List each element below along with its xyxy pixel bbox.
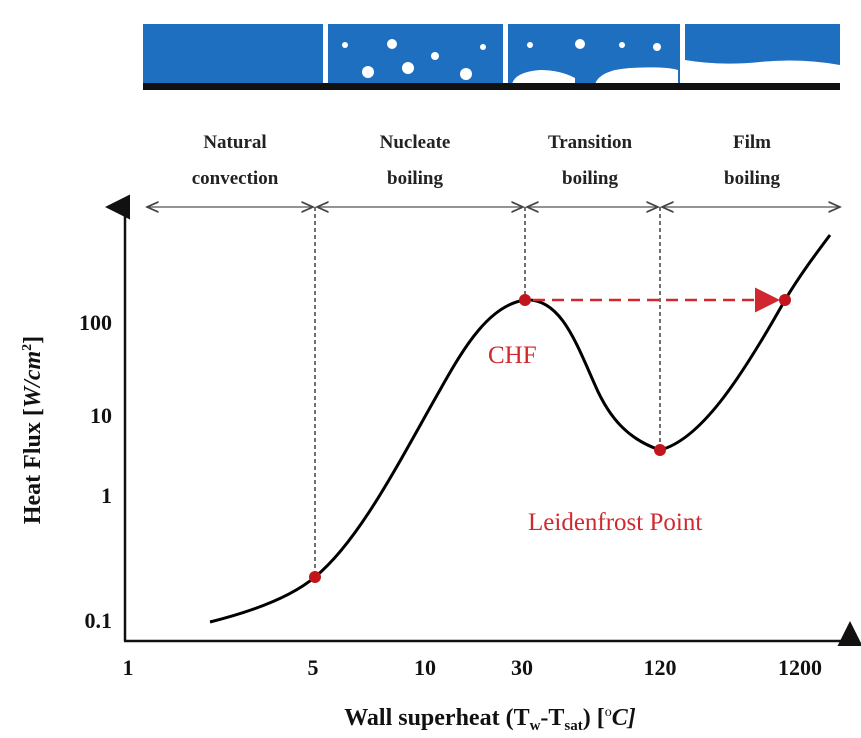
- chf-label: CHF: [488, 342, 537, 369]
- x-title-part: ) [: [583, 705, 605, 731]
- y-title-part: W/cm: [20, 351, 46, 408]
- x-tick-label: 5: [308, 655, 319, 680]
- leidenfrost-label: Leidenfrost Point: [528, 509, 702, 536]
- regime-label: Natural: [203, 132, 266, 153]
- x-tick-label: 10: [414, 655, 436, 680]
- regime-label: Transition: [548, 132, 633, 153]
- x-axis-title: Wall superheat (Tw-Tsat) [oC]: [344, 705, 636, 734]
- y-title-part: ]: [20, 336, 46, 344]
- x-title-part: -T: [540, 705, 564, 731]
- y-tick-label: 1: [101, 483, 112, 508]
- regime-boundaries: [314, 207, 661, 577]
- x-tick-label: 120: [644, 655, 677, 680]
- key-points: [309, 294, 791, 583]
- x-tick-label: 1: [123, 655, 134, 680]
- regime-label: convection: [192, 168, 279, 189]
- x-tick-label: 1200: [778, 655, 822, 680]
- x-title-sub: w: [530, 718, 541, 734]
- regime-label: Film: [733, 132, 771, 153]
- x-title-part: Wall superheat (T: [344, 705, 529, 731]
- y-tick-label: 0.1: [85, 608, 113, 633]
- y-title-sup: 2: [20, 344, 35, 351]
- y-tick-label: 100: [79, 310, 112, 335]
- regime-label: boiling: [387, 168, 443, 189]
- y-tick-label: 10: [90, 403, 112, 428]
- x-title-sub: sat: [564, 718, 582, 734]
- x-tick-label: 30: [511, 655, 533, 680]
- x-title-sup: o: [605, 705, 612, 720]
- y-axis-title: Heat Flux [W/cm2]: [20, 336, 46, 524]
- y-title-part: Heat Flux [: [20, 408, 46, 524]
- regime-label: boiling: [562, 168, 618, 189]
- regime-label: Nucleate: [380, 132, 451, 153]
- regime-label: boiling: [724, 168, 780, 189]
- boiling-curve-line: [209, 234, 832, 624]
- axes: [105, 194, 861, 646]
- x-title-part: C]: [612, 705, 636, 731]
- regime-illustrations: [143, 24, 840, 90]
